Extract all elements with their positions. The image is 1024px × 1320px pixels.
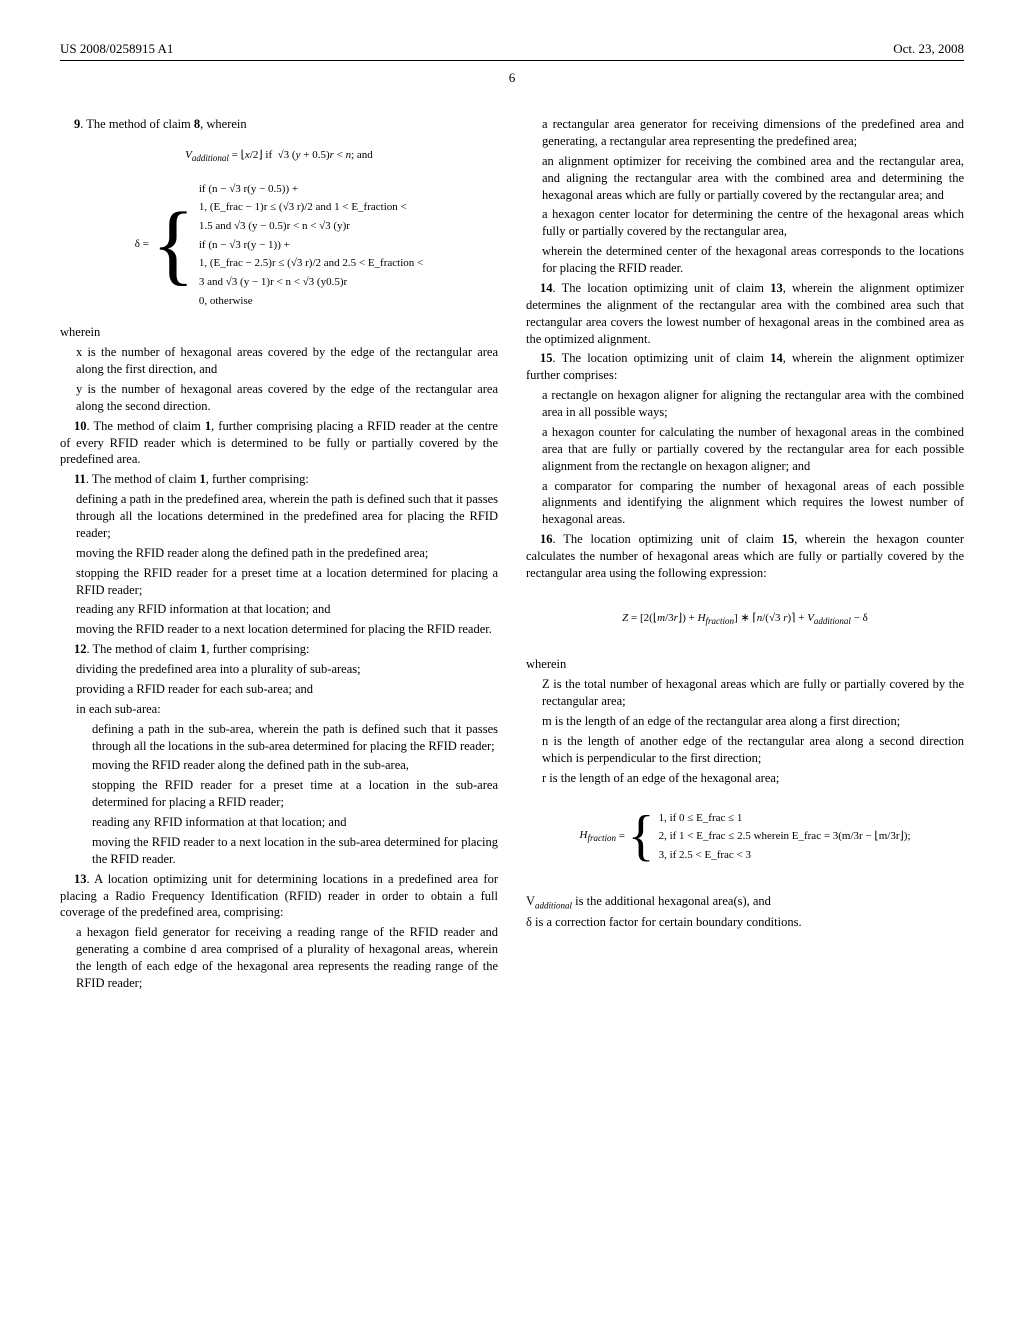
n-definition: n is the length of another edge of the r… [526,733,964,767]
claim-12-intro: 12. The method of claim 1, further compr… [60,641,498,658]
claim-12-b: providing a RFID reader for each sub-are… [60,681,498,698]
y-definition: y is the number of hexagonal areas cover… [60,381,498,415]
claim-16-intro: 16. The location optimizing unit of clai… [526,531,964,582]
formula-h-fraction: Hfraction = { 1, if 0 ≤ E_frac ≤ 1 2, if… [526,809,964,865]
x-definition: x is the number of hexagonal areas cover… [60,344,498,378]
formula-delta: δ = { if (n − √3 r(y − 0.5)) + 1, (E_fra… [60,180,498,311]
text-columns: 9. 9. The method of claim 8, whereinThe … [60,116,964,995]
claim-12-e: moving the RFID reader along the defined… [60,757,498,774]
claim-11-intro: 11. The method of claim 1, further compr… [60,471,498,488]
z-definition: Z is the total number of hexagonal areas… [526,676,964,710]
claim-13-e: wherein the determined center of the hex… [526,243,964,277]
m-definition: m is the length of an edge of the rectan… [526,713,964,730]
claim-15-a: a rectangle on hexagon aligner for align… [526,387,964,421]
delta-footer: δ is a correction factor for certain bou… [526,914,964,931]
claim-12-c: in each sub-area: [60,701,498,718]
v-additional-footer: Vadditional is the additional hexagonal … [526,893,964,912]
claim-11-b: moving the RFID reader along the defined… [60,545,498,562]
claim-13-c: an alignment optimizer for receiving the… [526,153,964,204]
page-header: US 2008/0258915 A1 Oct. 23, 2008 [60,40,964,61]
formula-z: Z = [2(⌊m/3r⌋) + Hfraction] ∗ ⌈n/(√3 r)⌉… [526,610,964,629]
claim-10: 10. The method of claim 1, further compr… [60,418,498,469]
claim-12-g: reading any RFID information at that loc… [60,814,498,831]
claim-13-a: a hexagon field generator for receiving … [60,924,498,992]
claim-15-c: a comparator for comparing the number of… [526,478,964,529]
claim-14: 14. The location optimizing unit of clai… [526,280,964,348]
formula-v-additional: Vadditional = ⌊x/2⌋ if √3 (y + 0.5)r < n… [60,147,498,166]
claim-11-d: reading any RFID information at that loc… [60,601,498,618]
claim-13-intro: 13. A location optimizing unit for deter… [60,871,498,922]
claim-12-a: dividing the predefined area into a plur… [60,661,498,678]
claim-15-intro: 15. The location optimizing unit of clai… [526,350,964,384]
wherein-label: wherein [60,324,498,341]
claim-13-d: a hexagon center locator for determining… [526,206,964,240]
claim-11-c: stopping the RFID reader for a preset ti… [60,565,498,599]
claim-15-b: a hexagon counter for calculating the nu… [526,424,964,475]
claim-9-intro: 9. 9. The method of claim 8, whereinThe … [60,116,498,133]
claim-11-e: moving the RFID reader to a next locatio… [60,621,498,638]
publication-number: US 2008/0258915 A1 [60,40,173,58]
wherein-label-right: wherein [526,656,964,673]
left-column: 9. 9. The method of claim 8, whereinThe … [60,116,498,995]
page-number: 6 [60,69,964,87]
r-definition: r is the length of an edge of the hexago… [526,770,964,787]
publication-date: Oct. 23, 2008 [893,40,964,58]
claim-12-d: defining a path in the sub-area, wherein… [60,721,498,755]
claim-12-f: stopping the RFID reader for a preset ti… [60,777,498,811]
claim-11-a: defining a path in the predefined area, … [60,491,498,542]
claim-12-h: moving the RFID reader to a next locatio… [60,834,498,868]
right-column: a rectangular area generator for receivi… [526,116,964,995]
claim-13-b: a rectangular area generator for receivi… [526,116,964,150]
